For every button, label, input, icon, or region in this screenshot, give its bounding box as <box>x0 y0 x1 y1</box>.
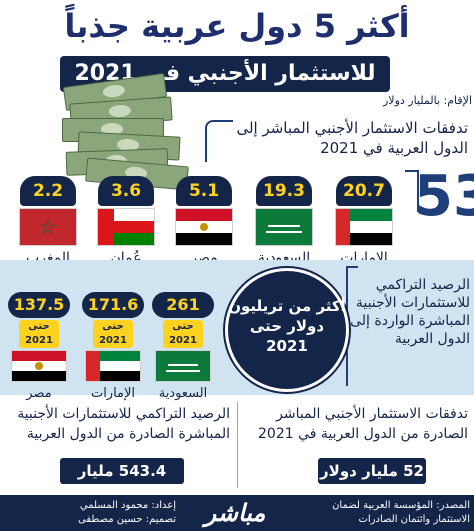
money-stack-image <box>60 70 195 191</box>
uae-flag-icon <box>85 350 141 382</box>
egypt-flag-icon <box>11 350 67 382</box>
morocco-flag-icon: ☆ <box>19 208 77 246</box>
outstock-title: الرصيد التراكمي للاستثمارات الأجنبية الم… <box>17 406 230 442</box>
saudi-flag-icon <box>255 208 313 246</box>
footer-credits: إعداد: محمود المسلمي تصميم: حسين مصطفى <box>6 499 176 527</box>
stock-value: 171.6 <box>82 292 144 318</box>
stock-saudi: 261 حتى 2021 السعودية <box>148 292 218 401</box>
stock-tag: حتى 2021 <box>93 320 133 348</box>
country-name: الإمارات <box>90 386 136 401</box>
unit-note: الإقام: بالمليار دولار <box>383 94 472 107</box>
subheadline: للاستثمار الأجنبي في 2021 <box>74 61 376 86</box>
value-badge: 20.7 <box>336 176 392 206</box>
value-badge: 2.2 <box>20 176 76 206</box>
flows-total: 53 <box>414 164 474 229</box>
value-badge: 5.1 <box>176 176 232 206</box>
footer-bar <box>0 495 474 531</box>
egypt-flag-icon <box>175 208 233 246</box>
value-badge: 3.6 <box>98 176 154 206</box>
stock-uae: 171.6 حتى 2021 الإمارات <box>78 292 148 401</box>
stock-total-circle <box>225 268 349 392</box>
stock-tag: حتى 2021 <box>163 320 203 348</box>
flows-connector <box>205 120 233 162</box>
stock-label: الرصيد التراكمي للاستثمارات الأجنبية الم… <box>350 277 470 347</box>
flows-label: تدفقات الاستثمار الأجنبي المباشر إلى الد… <box>236 119 468 157</box>
stock-total-text: أكثر من تريليون دولار حتى 2021 <box>228 297 346 355</box>
oman-flag-icon <box>97 208 155 246</box>
credit-prepared: إعداد: محمود المسلمي <box>79 500 176 511</box>
country-oman: 3.6 عُمان <box>92 176 160 266</box>
value-badge: 19.3 <box>256 176 312 206</box>
outflows-value: 52 مليار دولار <box>318 458 426 484</box>
country-name: السعودية <box>158 386 208 401</box>
outflows-title: تدفقات الاستثمار الأجنبي المباشر الصادرة… <box>258 406 468 442</box>
uae-flag-icon <box>335 208 393 246</box>
saudi-flag-icon <box>155 350 211 382</box>
mubasher-logo: مباشر <box>204 499 266 527</box>
footer-source: المصدر: المؤسسة العربية لضمان الاستثمار … <box>332 500 470 525</box>
stock-value: 137.5 <box>8 292 70 318</box>
headline: أكثر 5 دول عربية جذباً <box>64 7 410 45</box>
country-egypt: 5.1 مصر <box>170 176 238 266</box>
credit-design: تصميم: حسين مصطفى <box>78 514 176 525</box>
stock-tag: حتى 2021 <box>19 320 59 348</box>
country-uae: 20.7 الإمارات <box>330 176 398 266</box>
country-saudi: 19.3 السعودية <box>250 176 318 266</box>
outstock-value: 543.4 مليار دولار <box>60 458 184 506</box>
country-morocco: 2.2 ☆ المغرب <box>14 176 82 266</box>
country-name: مصر <box>26 386 52 401</box>
panel-divider <box>237 402 238 488</box>
stock-egypt: 137.5 حتى 2021 مصر <box>4 292 74 401</box>
total-bracket <box>405 170 419 212</box>
stock-value: 261 <box>152 292 214 318</box>
